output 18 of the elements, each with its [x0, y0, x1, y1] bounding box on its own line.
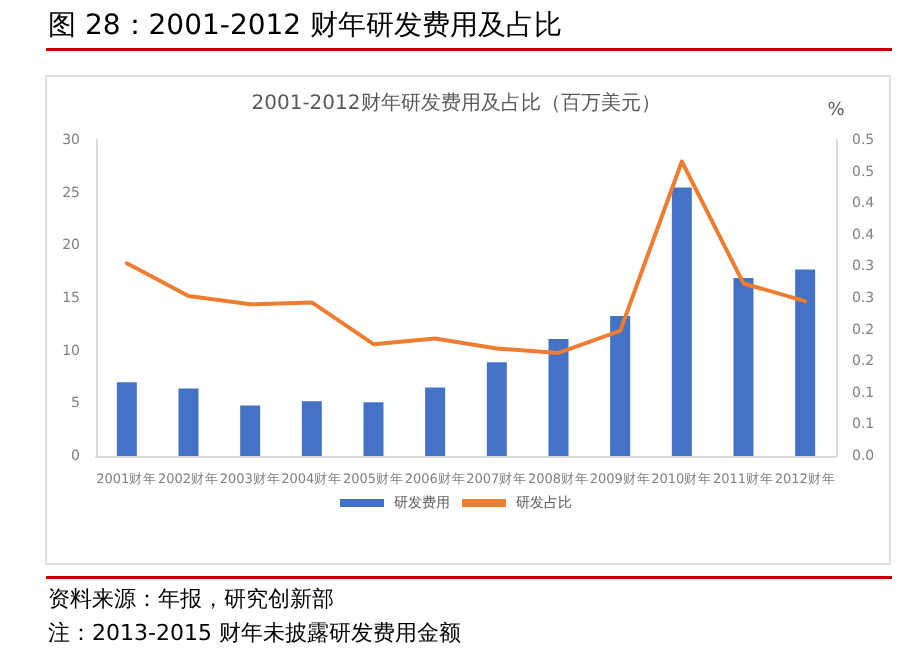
chart-subtitle: 2001-2012财年研发费用及占比（百万美元）	[251, 91, 661, 115]
bar	[363, 402, 384, 456]
bar	[240, 405, 261, 456]
y2-axis-title: %	[827, 101, 846, 121]
bar	[425, 387, 446, 456]
text: 注：2013-2015 财年未披露研发费用金额	[48, 620, 461, 646]
bar	[301, 401, 322, 456]
text: 资料来源：年报，研究创新部	[48, 586, 334, 612]
bar	[178, 388, 199, 456]
bar	[116, 382, 137, 456]
bar	[671, 187, 692, 456]
line-series	[124, 159, 808, 355]
chart-title: 图 28：2001-2012 财年研发费用及占比	[48, 10, 563, 42]
bar	[733, 277, 754, 456]
bar	[610, 315, 631, 456]
bar	[486, 362, 507, 456]
bar	[795, 269, 816, 456]
bar	[548, 339, 569, 456]
